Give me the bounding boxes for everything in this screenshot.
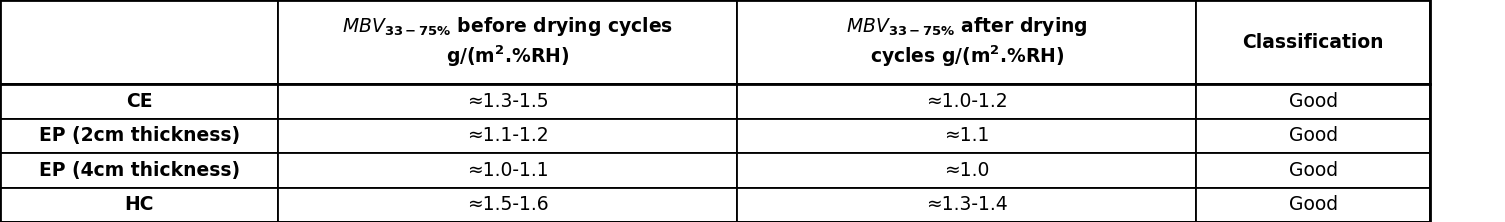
Bar: [1196, 188, 1430, 222]
Text: Good: Good: [1288, 161, 1338, 180]
Text: Classification: Classification: [1242, 33, 1385, 52]
Text: HC: HC: [125, 195, 154, 214]
Text: ≈1.3-1.4: ≈1.3-1.4: [926, 195, 1008, 214]
Text: ≈1.3-1.5: ≈1.3-1.5: [467, 92, 549, 111]
Text: ≈1.1: ≈1.1: [944, 127, 990, 145]
Bar: [1196, 119, 1430, 153]
Text: $\mathbf{\mathit{MBV}}_{\mathbf{33-75\%}}$ after drying
cycles g/(m$^{\mathbf{2}: $\mathbf{\mathit{MBV}}_{\mathbf{33-75\%}…: [846, 15, 1088, 69]
Bar: [737, 188, 1196, 222]
Text: EP (4cm thickness): EP (4cm thickness): [39, 161, 239, 180]
Text: ≈1.0-1.1: ≈1.0-1.1: [467, 161, 549, 180]
Bar: [278, 153, 737, 188]
Text: $\mathbf{\mathit{MBV}}_{\mathbf{33-75\%}}$ before drying cycles
g/(m$^{\mathbf{2: $\mathbf{\mathit{MBV}}_{\mathbf{33-75\%}…: [343, 15, 673, 69]
Bar: [0, 84, 278, 119]
Bar: [737, 153, 1196, 188]
Text: CE: CE: [126, 92, 152, 111]
Text: ≈1.0: ≈1.0: [944, 161, 990, 180]
Bar: [737, 119, 1196, 153]
Bar: [278, 188, 737, 222]
Text: ≈1.0-1.2: ≈1.0-1.2: [926, 92, 1008, 111]
Text: EP (2cm thickness): EP (2cm thickness): [39, 127, 239, 145]
Text: Good: Good: [1288, 92, 1338, 111]
Bar: [278, 119, 737, 153]
Bar: [737, 84, 1196, 119]
Bar: [278, 0, 737, 84]
Bar: [0, 119, 278, 153]
Text: Good: Good: [1288, 127, 1338, 145]
Bar: [1196, 84, 1430, 119]
Bar: [737, 0, 1196, 84]
Text: ≈1.1-1.2: ≈1.1-1.2: [467, 127, 549, 145]
Text: Good: Good: [1288, 195, 1338, 214]
Bar: [0, 188, 278, 222]
Bar: [0, 153, 278, 188]
Bar: [1196, 153, 1430, 188]
Bar: [0, 0, 278, 84]
Bar: [278, 84, 737, 119]
Text: ≈1.5-1.6: ≈1.5-1.6: [467, 195, 549, 214]
Bar: [1196, 0, 1430, 84]
